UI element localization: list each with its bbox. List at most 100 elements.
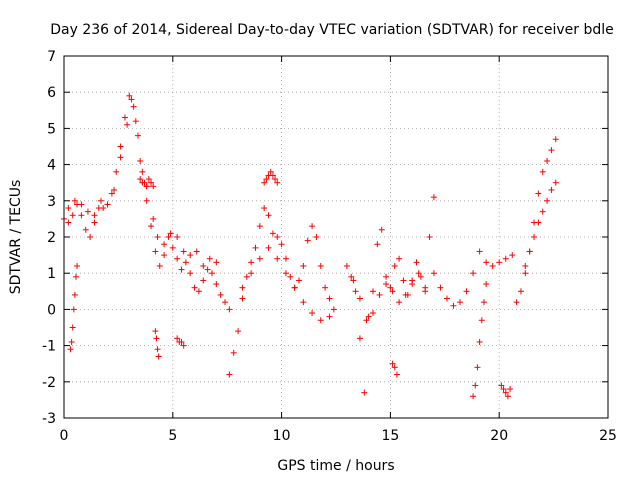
data-point [195,288,202,295]
y-tick-label: 7 [47,49,56,65]
data-point [426,234,433,240]
x-tick-label: 0 [60,428,69,444]
data-point [330,306,337,313]
data-point [143,197,150,204]
data-point [239,295,246,302]
data-point [539,208,546,215]
data-point [267,168,274,175]
data-point [78,212,85,219]
data-point [317,317,324,324]
data-point [269,172,276,179]
data-point [200,277,207,284]
data-point [248,270,255,277]
x-tick-label: 15 [381,428,399,444]
data-point [65,205,72,212]
axis-ticks [63,55,609,419]
data-point [226,371,233,378]
data-point [180,248,187,255]
data-point [400,277,407,284]
data-point [309,223,316,230]
data-point [82,226,89,233]
data-point [71,291,78,298]
data-point [522,262,529,269]
y-tick-label: 5 [47,121,56,137]
data-point [365,313,372,320]
data-point [352,288,359,295]
data-point [150,215,157,222]
data-point [326,313,333,320]
data-point [483,259,490,266]
data-point [509,252,516,259]
data-point [78,201,85,208]
data-point [326,295,333,302]
data-point [68,338,75,345]
data-point [376,291,383,298]
data-point [132,118,139,125]
data-point [91,219,98,226]
data-point [87,234,94,240]
data-point [317,262,324,269]
x-tick-labels: 0 5 10 15 20 25 [60,428,617,444]
data-point [137,176,144,183]
data-point [65,219,72,226]
data-point [389,288,396,295]
x-axis-label: GPS time / hours [277,458,394,474]
data-point [437,284,444,291]
data-point [193,248,200,255]
data-point [72,273,79,280]
data-point [154,346,161,353]
data-point [282,270,289,277]
data-point [150,183,157,190]
data-point [261,205,268,212]
data-point [100,205,107,212]
data-point [470,393,477,400]
data-point [263,176,270,183]
data-point [383,273,390,280]
data-point [117,154,124,161]
data-point [274,179,281,186]
data-point [152,248,159,255]
data-point [128,96,135,103]
data-point [502,255,509,262]
data-point [430,194,437,201]
data-point [356,295,363,302]
data-point [239,284,246,291]
data-point [287,273,294,280]
data-point [296,277,303,284]
data-point [187,252,194,259]
data-point [309,310,316,317]
data-point [217,291,224,298]
data-point [552,136,559,143]
data-point [343,262,350,269]
data-point [470,270,477,277]
data-point [522,270,529,277]
data-point [389,360,396,367]
data-point [526,248,533,255]
data-point [156,262,163,269]
data-point [539,168,546,175]
data-point [369,288,376,295]
data-point [300,299,307,306]
data-point [174,255,181,262]
data-point [113,168,120,175]
data-point [535,190,542,197]
data-point [213,259,220,266]
y-tick-label: -3 [42,411,56,427]
data-point [130,103,137,110]
data-point [97,197,104,204]
data-point [393,371,400,378]
y-tick-label: 1 [47,266,56,282]
data-point [396,255,403,262]
data-point [504,393,511,400]
data-point [222,299,229,306]
data-point [402,291,409,298]
data-point [350,277,357,284]
data-point [274,255,281,262]
data-point [282,255,289,262]
data-point [243,273,250,280]
data-point [272,176,279,183]
data-point [178,266,185,273]
data-point [348,273,355,280]
data-point [450,302,457,309]
